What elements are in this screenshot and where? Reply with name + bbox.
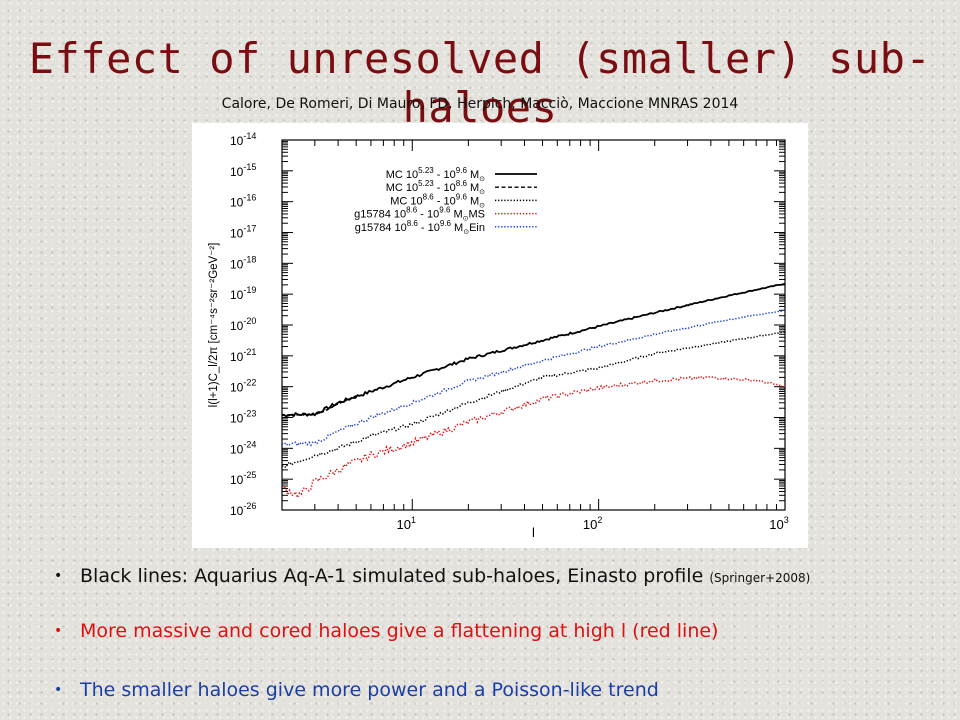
sun-symbol-icon: ⊙ bbox=[463, 229, 469, 236]
y-tick-label: 10-20 bbox=[230, 316, 256, 333]
y-tick-label: 10-24 bbox=[230, 439, 256, 456]
bullet-item: • More massive and cored haloes give a f… bbox=[48, 606, 958, 656]
y-tick-label: 10-15 bbox=[230, 162, 256, 179]
series-line-1 bbox=[281, 283, 786, 418]
slide-title: Effect of unresolved (smaller) sub-haloe… bbox=[28, 34, 932, 132]
x-tick-label: 101 bbox=[397, 515, 416, 532]
series-line-3 bbox=[281, 330, 786, 469]
legend-label: MC 105.23 - 109.6 M⊙ bbox=[386, 166, 485, 183]
y-tick-label: 10-17 bbox=[230, 224, 256, 241]
chart-svg: 101 102 103 10-26 10-25 10-24 10-23 10-22 10-21 1… bbox=[208, 131, 789, 540]
sun-symbol-icon: ⊙ bbox=[479, 202, 485, 209]
bullet-text: More massive and cored haloes give a fla… bbox=[80, 620, 719, 642]
chart-figure: 101 102 103 10-26 10-25 10-24 10-23 10-22 10-21 1… bbox=[192, 123, 808, 548]
bullet-dot: • bbox=[54, 682, 63, 698]
y-tick-label: 10-25 bbox=[230, 470, 256, 487]
y-tick-label: 10-26 bbox=[230, 501, 256, 518]
bullet-dot: • bbox=[54, 568, 63, 584]
y-tick-label: 10-18 bbox=[230, 254, 256, 271]
legend-label: MC 105.23 - 108.6 M⊙ bbox=[386, 179, 485, 196]
y-tick-label: 10-22 bbox=[230, 378, 256, 395]
bullet-dot: • bbox=[54, 623, 63, 639]
y-tick-label: 10-23 bbox=[230, 409, 256, 426]
x-tick-label: 102 bbox=[583, 515, 602, 532]
legend-label: g15784 108.6 - 109.6 M⊙MS bbox=[354, 206, 485, 223]
series-line-4 bbox=[281, 375, 786, 500]
plot-frame bbox=[281, 139, 786, 511]
bullet-text: Black lines: Aquarius Aq-A-1 simulated s… bbox=[80, 565, 704, 587]
series-line-5 bbox=[281, 309, 786, 448]
x-tick-label: 103 bbox=[769, 515, 788, 532]
legend-label: g15784 108.6 - 109.6 M⊙Ein bbox=[355, 219, 485, 236]
y-tick-label: 10-19 bbox=[230, 285, 256, 302]
bullet-text: The smaller haloes give more power and a… bbox=[80, 679, 659, 701]
y-tick-label: 10-16 bbox=[230, 193, 256, 210]
legend-label: MC 108.6 - 109.6 M⊙ bbox=[390, 192, 485, 209]
bullet-item: • The smaller haloes give more power and… bbox=[48, 670, 958, 710]
y-axis-label: l(l+1)C_l/2π [cm⁻⁴s⁻²sr⁻²GeV⁻²] bbox=[208, 243, 220, 408]
series-line-2 bbox=[281, 395, 357, 417]
bullet-item: • Black lines: Aquarius Aq-A-1 simulated… bbox=[48, 556, 958, 596]
bullet-list: • Black lines: Aquarius Aq-A-1 simulated… bbox=[48, 556, 958, 710]
citation: Calore, De Romeri, Di Mauro, FD, Herpich… bbox=[221, 96, 739, 112]
sun-symbol-icon: ⊙ bbox=[463, 216, 469, 223]
sun-symbol-icon: ⊙ bbox=[479, 176, 485, 183]
y-tick-label: 10-14 bbox=[230, 131, 256, 148]
sun-symbol-icon: ⊙ bbox=[479, 189, 485, 196]
y-tick-label: 10-21 bbox=[230, 347, 256, 364]
bullet-reference: (Springer+2008) bbox=[709, 571, 811, 585]
x-axis-label: l bbox=[532, 525, 535, 540]
